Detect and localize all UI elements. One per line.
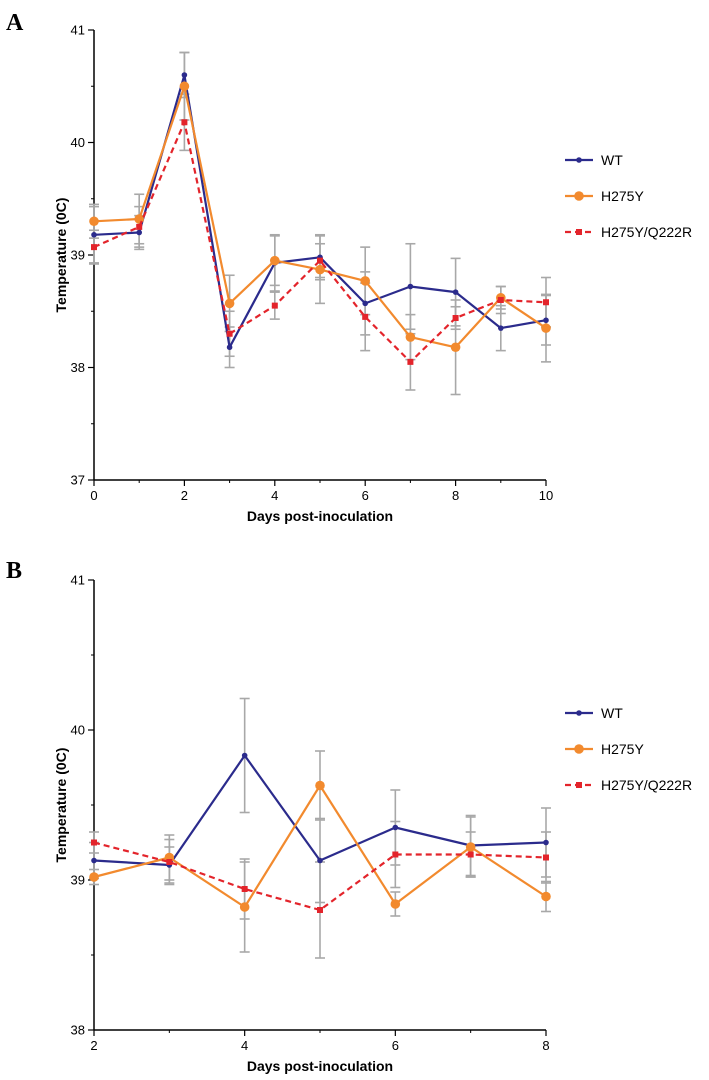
x-tick-label: 8 (452, 488, 459, 503)
data-point (362, 313, 369, 320)
data-point (498, 325, 504, 331)
data-point (392, 851, 399, 858)
data-point (241, 752, 248, 759)
data-point (166, 859, 173, 865)
x-tick-label: 4 (241, 1038, 248, 1053)
legend: WT H275Y H275Y/Q222R (565, 152, 692, 240)
data-point (452, 289, 459, 295)
data-point (239, 902, 250, 912)
legend-label: H275Y (601, 741, 644, 757)
y-tick-label: 39 (71, 873, 85, 888)
legend-label: H275Y (601, 188, 644, 204)
legend-item: WT (565, 152, 623, 168)
data-point (407, 358, 414, 365)
chart-panel-b: B 38 39 40 41 2 4 6 8 Days post-inoculation Temper… (6, 558, 692, 1074)
data-point (179, 81, 190, 92)
legend-label: WT (601, 152, 623, 168)
series-line-wt (93, 73, 547, 349)
data-point (136, 223, 143, 230)
data-point (317, 857, 323, 864)
y-tick-label: 39 (71, 248, 85, 263)
legend-item: H275Y (565, 741, 644, 757)
x-axis-title: Days post-inoculation (247, 508, 393, 524)
y-tick-label: 40 (71, 723, 85, 738)
data-point (390, 899, 401, 909)
y-tick-label: 37 (71, 473, 85, 488)
y-tick-label: 38 (71, 1023, 85, 1038)
data-point (91, 857, 97, 864)
legend-marker (576, 229, 582, 235)
x-tick-label: 6 (362, 488, 369, 503)
data-point (226, 344, 233, 351)
x-tick-label: 8 (542, 1038, 549, 1053)
data-point (181, 72, 188, 78)
data-point (543, 317, 549, 324)
x-tick-label: 2 (181, 488, 188, 503)
data-point (270, 255, 280, 266)
legend-label: H275Y/Q222R (601, 224, 692, 240)
data-point (91, 244, 97, 251)
data-point (392, 824, 399, 831)
data-point (89, 872, 99, 882)
data-point (467, 851, 474, 858)
data-point (226, 330, 233, 337)
data-point (360, 276, 371, 286)
y-tick-label: 41 (71, 23, 85, 38)
data-point (181, 119, 188, 126)
x-tick-label: 10 (539, 488, 553, 503)
data-point (134, 214, 144, 224)
data-point (407, 283, 414, 290)
legend-item: WT (565, 705, 623, 721)
legend-marker (574, 191, 584, 201)
data-point (543, 299, 549, 306)
data-point (465, 842, 476, 852)
data-point (362, 300, 369, 307)
data-point (317, 907, 323, 913)
data-point (224, 298, 235, 309)
data-point (136, 229, 142, 236)
data-point (315, 780, 325, 791)
data-point (541, 891, 551, 902)
panel-letter: B (6, 558, 22, 584)
x-tick-label: 2 (90, 1038, 97, 1053)
legend-item: H275Y (565, 188, 644, 204)
data-point (315, 264, 325, 275)
data-point (91, 839, 97, 846)
legend-marker (574, 744, 584, 754)
x-tick-label: 0 (90, 488, 97, 503)
data-point (541, 323, 551, 333)
y-axis-title: Temperature (0C) (53, 198, 69, 313)
data-point (543, 839, 549, 846)
data-point (241, 886, 248, 892)
data-point (452, 315, 459, 321)
x-tick-label: 6 (392, 1038, 399, 1053)
data-point (543, 854, 549, 861)
data-point (450, 342, 461, 353)
data-point (497, 297, 504, 303)
data-point (317, 257, 323, 264)
x-tick-label: 4 (271, 488, 278, 503)
data-point (405, 332, 416, 342)
y-axis-title: Temperature (0C) (53, 748, 69, 863)
data-point (271, 302, 278, 309)
chart-panel-a: A 37 38 39 40 41 0 2 4 6 8 10 Days post-inoculation T… (6, 10, 692, 524)
legend-item: H275Y/Q222R (565, 224, 692, 240)
y-tick-label: 41 (71, 573, 85, 588)
panel-letter: A (6, 10, 24, 36)
data-point (91, 231, 97, 238)
legend-marker (576, 157, 582, 163)
legend-marker (576, 710, 582, 716)
y-tick-label: 38 (71, 360, 85, 375)
legend-marker (576, 782, 582, 788)
legend: WT H275Y H275Y/Q222R (565, 705, 692, 793)
series-line-h275y-q222r (93, 121, 547, 363)
legend-label: WT (601, 705, 623, 721)
data-point (89, 216, 99, 227)
x-axis-title: Days post-inoculation (247, 1058, 393, 1074)
legend-item: H275Y/Q222R (565, 777, 692, 793)
legend-label: H275Y/Q222R (601, 777, 692, 793)
y-tick-label: 40 (71, 135, 85, 150)
